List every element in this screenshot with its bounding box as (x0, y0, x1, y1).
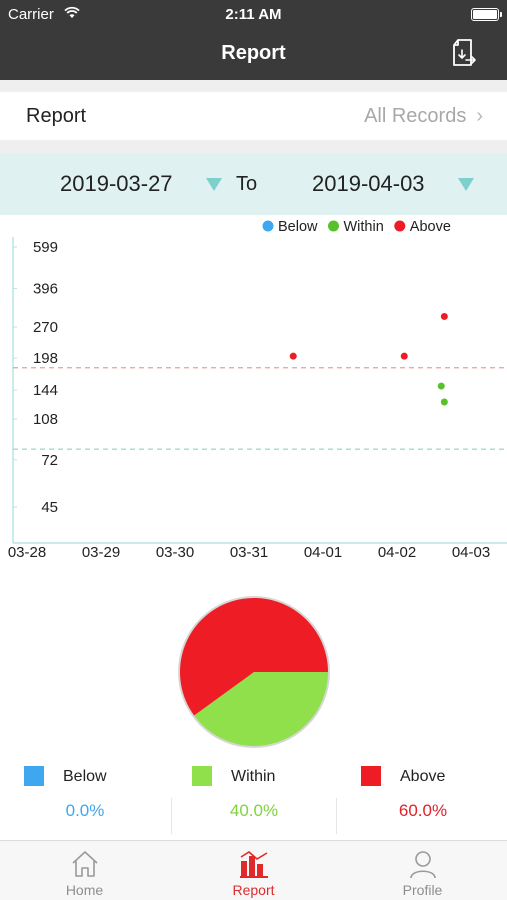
wifi-icon (64, 6, 80, 18)
report-label: Report (26, 105, 87, 127)
x-tick-label: 04-01 (304, 544, 342, 561)
pie-slice-within (194, 672, 328, 746)
date-range-selector: 2019-03-27 To 2019-04-03 (0, 153, 507, 215)
all-records-link[interactable]: All Records › (364, 105, 483, 128)
chevron-right-icon: › (476, 105, 483, 127)
summary-percentages: 0.0% 40.0% 60.0% (0, 798, 507, 836)
within-label: Within (231, 768, 276, 785)
y-tick-label: 396 (33, 281, 58, 298)
tab-report[interactable]: Report (169, 841, 338, 900)
legend-label-below: Below (278, 219, 318, 235)
section-divider (0, 140, 507, 153)
y-tick-label: 144 (33, 382, 58, 399)
home-icon (72, 851, 98, 877)
within-percent: 40.0% (229, 801, 279, 820)
status-bar: Carrier 2:11 AM (0, 0, 507, 28)
column-divider (171, 798, 172, 834)
start-date-field[interactable]: 2019-03-27 (60, 171, 173, 196)
data-point-within (437, 382, 445, 390)
below-percent: 0.0% (65, 801, 105, 820)
below-swatch (24, 766, 44, 786)
carrier-label: Carrier (8, 6, 54, 23)
glucose-scatter-chart: 599 396 270 198 144 108 72 45 03-28 03-29 03-30 03-… (8, 219, 507, 561)
below-label: Below (63, 768, 107, 785)
data-point-above (400, 352, 408, 360)
navigation-bar: Report (0, 28, 507, 80)
report-chart-icon (240, 851, 268, 878)
x-tick-label: 03-31 (230, 544, 268, 561)
column-divider (336, 798, 337, 834)
legend-marker-above (394, 220, 406, 232)
legend-marker-below (262, 220, 274, 232)
data-point-above (289, 352, 297, 360)
y-tick-label: 72 (41, 452, 58, 469)
above-percent: 60.0% (398, 801, 448, 820)
above-label: Above (400, 768, 446, 785)
start-date-dropdown-icon[interactable] (206, 178, 222, 191)
clock: 2:11 AM (225, 6, 282, 23)
tab-profile-label: Profile (402, 882, 443, 898)
y-tick-label: 599 (33, 239, 58, 256)
all-records-label: All Records (364, 105, 467, 127)
report-header-row: Report All Records › (0, 92, 507, 140)
export-document-icon[interactable] (449, 38, 479, 70)
summary-legend: Below Within Above (0, 762, 507, 790)
tab-bar: Home Report Profile (0, 840, 507, 900)
y-tick-label: 45 (41, 499, 58, 516)
x-tick-label: 03-28 (8, 544, 46, 561)
tab-home[interactable]: Home (0, 841, 169, 900)
data-point-within (440, 398, 448, 406)
to-label: To (236, 173, 258, 195)
legend-label-within: Within (344, 219, 384, 235)
legend-marker-within (328, 220, 339, 232)
pie-slice-above (180, 598, 328, 716)
data-point-above (440, 312, 448, 320)
x-tick-label: 03-29 (82, 544, 120, 561)
tab-profile[interactable]: Profile (338, 841, 507, 900)
end-date-field[interactable]: 2019-04-03 (312, 171, 425, 196)
x-tick-label: 04-02 (378, 544, 416, 561)
x-tick-label: 04-03 (452, 544, 490, 561)
profile-icon (410, 851, 436, 879)
y-tick-label: 270 (33, 319, 58, 336)
y-tick-label: 108 (33, 411, 58, 428)
tab-home-label: Home (65, 882, 104, 898)
legend-label-above: Above (410, 219, 451, 235)
x-tick-label: 03-30 (156, 544, 194, 561)
distribution-pie-chart (178, 596, 330, 748)
y-tick-label: 198 (33, 350, 58, 367)
tab-report-label: Report (232, 882, 275, 898)
within-swatch (192, 766, 212, 786)
section-divider (0, 80, 507, 92)
battery-icon (471, 8, 502, 21)
end-date-dropdown-icon[interactable] (458, 178, 474, 191)
above-swatch (361, 766, 381, 786)
page-title: Report (221, 42, 286, 64)
